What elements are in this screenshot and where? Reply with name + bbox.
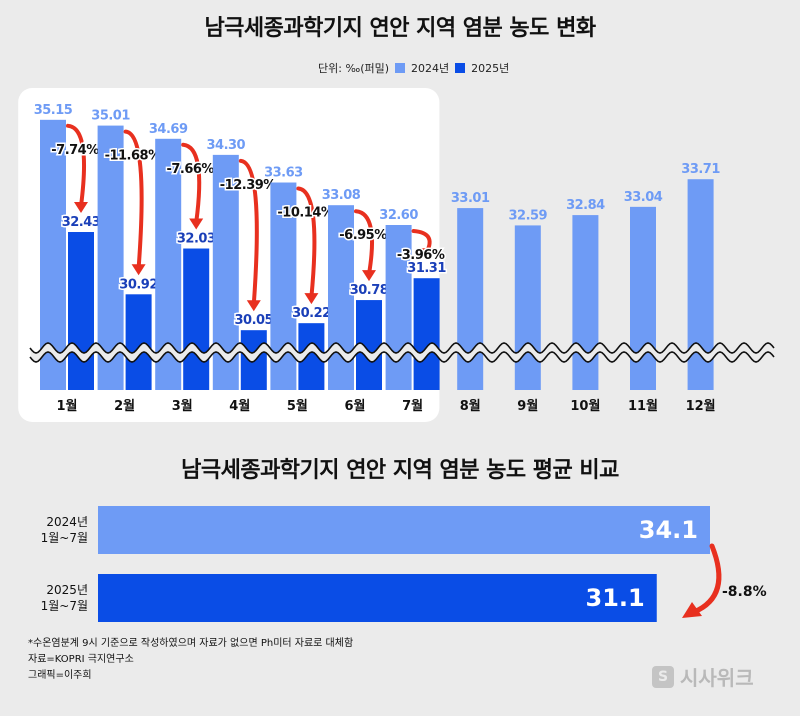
hbar-label-2024-line2: 1월~7월	[40, 531, 88, 545]
footnotes: *수온염분계 9시 기준으로 작성하였으며 자료가 없으면 Ph미터 자료로 대…	[28, 636, 353, 684]
value-label-2024: 33.63	[264, 166, 303, 181]
value-label-2025: 30.78	[350, 283, 389, 298]
value-label-2025: 30.05	[234, 313, 273, 328]
legend-label-2024: 2024년	[411, 62, 450, 75]
bar-2024	[385, 225, 412, 390]
value-label-2025: 32.03	[177, 232, 216, 247]
value-label-2024: 34.69	[149, 122, 188, 137]
axis-break-line-top	[29, 342, 775, 354]
change-label: -7.66%	[166, 162, 214, 177]
change-arrow	[123, 129, 144, 271]
value-label-2024: 33.01	[451, 191, 490, 206]
month-label: 7월	[402, 398, 423, 414]
avg-change-label: -8.8%	[722, 584, 767, 600]
watermark-logo-icon: S	[652, 665, 674, 688]
change-arrow-head	[419, 248, 434, 260]
change-label: -3.96%	[397, 248, 445, 263]
month-label: 12월	[686, 398, 716, 414]
month-label: 9월	[517, 398, 538, 414]
avg-value-label: 34.1	[639, 516, 698, 544]
bar-2025	[413, 278, 440, 390]
value-label-2024: 33.71	[681, 162, 720, 177]
month-label: 8월	[460, 398, 481, 414]
change-arrow-head	[189, 218, 204, 230]
change-label: -11.68%	[105, 149, 162, 164]
change-arrow	[238, 158, 259, 307]
legend-swatch-2025	[455, 63, 466, 73]
value-label-2024: 35.15	[34, 103, 73, 118]
value-label-2024: 35.01	[91, 109, 130, 124]
month-label: 4월	[229, 398, 250, 414]
change-arrow-head	[131, 264, 146, 276]
avg-change-arrow-head	[682, 602, 702, 618]
hbar-label-2025-line2: 1월~7월	[40, 599, 88, 613]
bar-2024	[457, 208, 484, 390]
value-label-2024: 32.60	[379, 208, 418, 223]
value-label-2025: 31.31	[407, 261, 446, 276]
unit-label: 단위: ‰(퍼밀)	[318, 62, 390, 75]
month-label: 10월	[570, 398, 600, 414]
axis-break-line-bottom	[29, 351, 775, 363]
month-label: 1월	[56, 398, 77, 414]
legend: 단위: ‰(퍼밀) 2024년 2025년	[318, 60, 509, 76]
hbar-label-2025: 2025년 1월~7월	[10, 582, 88, 614]
footnote-graphic: 그래픽=이주희	[28, 670, 92, 681]
value-label-2025: 32.43	[62, 215, 101, 230]
value-label-2025: 30.92	[119, 277, 158, 292]
month-label: 2월	[114, 398, 135, 414]
value-label-2024: 32.84	[566, 198, 605, 213]
change-arrow	[181, 142, 202, 225]
hbar-label-2024: 2024년 1월~7월	[10, 514, 88, 546]
change-label: -7.74%	[51, 143, 99, 158]
hbar-label-2024-line1: 2024년	[46, 515, 88, 529]
bar-2024	[514, 225, 541, 390]
value-label-2024: 32.59	[508, 208, 547, 223]
month-label: 3월	[172, 398, 193, 414]
value-label-2024: 33.08	[322, 188, 361, 203]
axis-break-band	[30, 343, 775, 362]
change-label: -10.14%	[277, 206, 334, 221]
month-label: 11월	[628, 398, 658, 414]
change-arrow	[296, 186, 317, 300]
footnote-source: 자료=KOPRI 극지연구소	[28, 654, 134, 665]
avg-bar	[98, 574, 657, 622]
legend-label-2025: 2025년	[471, 62, 510, 75]
salinity-monthly-chart: 35.15 32.43 -7.74% 1월 35.01 30.92 -11.68% 2월 34.…	[18, 88, 775, 422]
change-arrow	[354, 209, 374, 277]
watermark-text: 시사위크	[680, 666, 754, 690]
change-label: -6.95%	[339, 228, 387, 243]
value-label-2025: 30.22	[292, 306, 331, 321]
avg-bar	[98, 506, 710, 554]
change-arrow-head	[362, 270, 376, 282]
bar-2025	[68, 232, 94, 390]
change-arrow-head	[74, 202, 88, 214]
avg-value-label: 31.1	[586, 584, 645, 612]
month-label: 5월	[287, 398, 308, 414]
change-arrow	[66, 123, 87, 209]
bar-2025	[125, 294, 152, 390]
watermark: S 시사위크	[652, 662, 754, 691]
month-label: 6월	[344, 398, 365, 414]
value-label-2024: 33.04	[624, 190, 663, 205]
value-label-2024: 34.30	[206, 138, 245, 153]
bar-2024	[572, 215, 599, 390]
change-arrow-head	[304, 293, 319, 305]
chart2-title: 남극세종과학기지 연안 지역 염분 농도 평균 비교	[181, 458, 619, 483]
avg-change-arrow	[691, 543, 722, 615]
hbar-label-2025-line1: 2025년	[46, 583, 88, 597]
bar-2024	[630, 206, 656, 390]
bar-2025	[183, 248, 210, 390]
legend-swatch-2024	[395, 63, 406, 73]
footnote-method: *수온염분계 9시 기준으로 작성하였으며 자료가 없으면 Ph미터 자료로 대…	[28, 638, 354, 649]
chart1-title: 남극세종과학기지 연안 지역 염분 농도 변화	[204, 16, 596, 41]
change-label: -12.39%	[220, 178, 277, 193]
change-arrow-head	[246, 300, 261, 312]
